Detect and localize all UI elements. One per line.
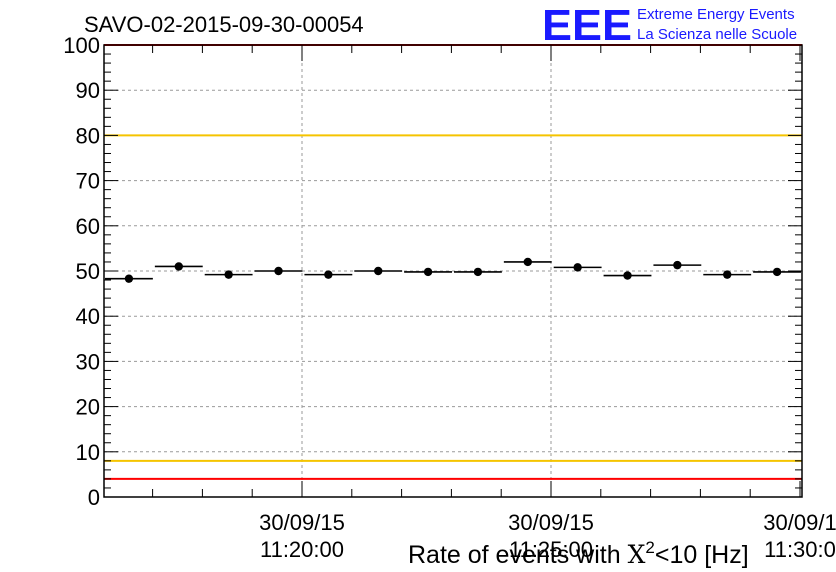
y-tick-label: 0 [88,485,100,510]
y-tick-label: 40 [76,304,100,329]
y-tick-label: 20 [76,395,100,420]
x-axis-label: Rate of events with X2<10 [Hz] [408,538,749,569]
chart-title: SAVO-02-2015-09-30-00054 [84,12,364,37]
data-point [274,266,283,276]
data-point [573,263,582,272]
x-tick-date-label: 30/09/15 [508,510,594,535]
x-tick-time-label: 11:30:0 [764,537,836,562]
data-point [523,257,532,267]
y-tick-label: 60 [76,214,100,239]
y-tick-label: 50 [76,259,100,284]
y-tick-label: 90 [76,78,100,103]
logo-mark: EEE [542,1,632,50]
x-axis-label-prefix: Rate of events with [408,541,628,569]
data-point [423,267,433,277]
data-point [174,262,183,271]
eee-logo: EEE Extreme Energy Events La Scienza nel… [542,1,797,50]
data-point [224,270,233,279]
y-tick-label: 30 [76,349,100,374]
x-axis-label-suffix: <10 [Hz] [655,541,749,569]
x-axis-label-sup: 2 [645,538,654,557]
y-tick-label: 10 [76,440,100,465]
data-point [772,267,782,277]
data-point [623,271,632,280]
logo-line-1: Extreme Energy Events [637,6,795,23]
x-tick-date-label: 30/09/1 [763,510,836,535]
x-tick-time-label: 11:25:00 [509,537,593,562]
x-tick-time-label: 11:20:00 [260,537,344,562]
data-point [374,266,383,276]
y-tick-label: 70 [76,169,100,194]
x-axis-label-chi: X [628,540,646,569]
data-point [473,267,483,277]
y-tick-label: 80 [76,123,100,148]
plot-area: 010203040506070809010030/09/1511:20:0030… [63,33,836,562]
data-point [723,270,732,279]
data-point [124,274,134,283]
x-tick-date-label: 30/09/15 [259,510,345,535]
logo-line-2: La Scienza nelle Scuole [637,26,797,43]
y-tick-label: 100 [63,33,100,58]
data-point [673,260,682,270]
data-point [324,270,333,279]
